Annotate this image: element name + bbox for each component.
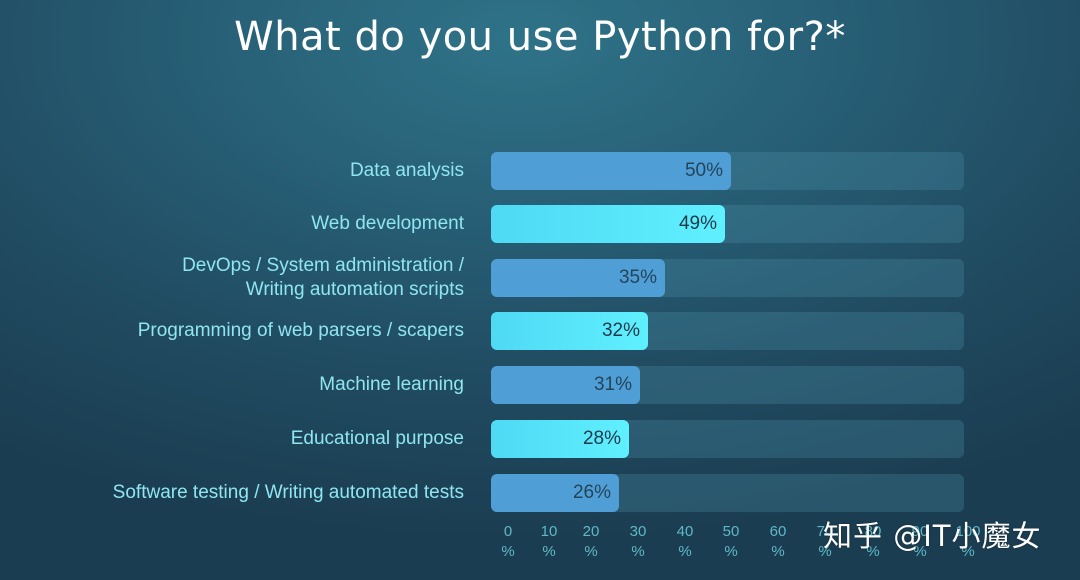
watermark: 知乎 @IT小魔女 [823,519,1042,553]
value-label: 50% [684,160,723,181]
chart-title: What do you use Python for?* [234,14,846,60]
bar-track: 28% [491,420,964,458]
x-tick: 100% [955,523,981,560]
value-label: 28% [582,428,621,449]
category-label: Machine learning [319,374,464,395]
bar: 31% [491,366,640,404]
bar-track: 35% [491,259,964,297]
bar-track: 50% [491,152,964,190]
chart-row-data-analysis: Data analysis 50% [0,152,1080,190]
x-tick: 40% [676,523,694,560]
chart-row-educational: Educational purpose 28% [0,420,1080,458]
bar-track: 31% [491,366,964,404]
value-label: 26% [572,482,611,503]
x-tick: 30% [629,523,647,560]
category-label: Data analysis [349,160,464,181]
category-label: Software testing / Writing automated tes… [112,482,464,503]
bar: 50% [491,152,731,190]
bar-track: 49% [491,205,964,243]
bar: 49% [491,205,725,243]
chart-row-devops: DevOps / System administration / Writing… [0,255,1080,300]
chart-row-web-development: Web development 49% [0,205,1080,243]
x-tick: 70% [816,523,834,560]
bar: 35% [491,259,665,297]
chart-row-software-testing: Software testing / Writing automated tes… [0,474,1080,512]
value-label: 32% [601,320,640,341]
x-tick: 20% [582,523,600,560]
x-axis: 0% 10% 20% 30% 40% 50% 60% 70% 80% 90% 1… [0,522,1080,562]
value-label: 49% [678,213,717,234]
category-label-line2: Writing automation scripts [245,279,464,300]
category-label-line1: DevOps / System administration / [182,255,464,276]
category-label: Web development [311,213,464,234]
value-label: 35% [618,267,657,288]
x-tick: 10% [540,523,558,560]
bar-track: 32% [491,312,964,350]
category-label: DevOps / System administration / Writing… [24,255,464,300]
category-label: Programming of web parsers / scapers [137,320,464,341]
chart-row-web-parsers: Programming of web parsers / scapers 32% [0,312,1080,350]
x-tick: 90% [911,523,929,560]
chart-row-machine-learning: Machine learning 31% [0,366,1080,404]
bar: 28% [491,420,629,458]
bar: 26% [491,474,619,512]
x-tick: 50% [722,523,740,560]
x-tick: 80% [864,523,882,560]
x-tick: 60% [769,523,787,560]
category-label: Educational purpose [290,428,464,449]
x-tick: 0% [501,523,515,560]
bar: 32% [491,312,648,350]
bar-track: 26% [491,474,964,512]
value-label: 31% [593,374,632,395]
